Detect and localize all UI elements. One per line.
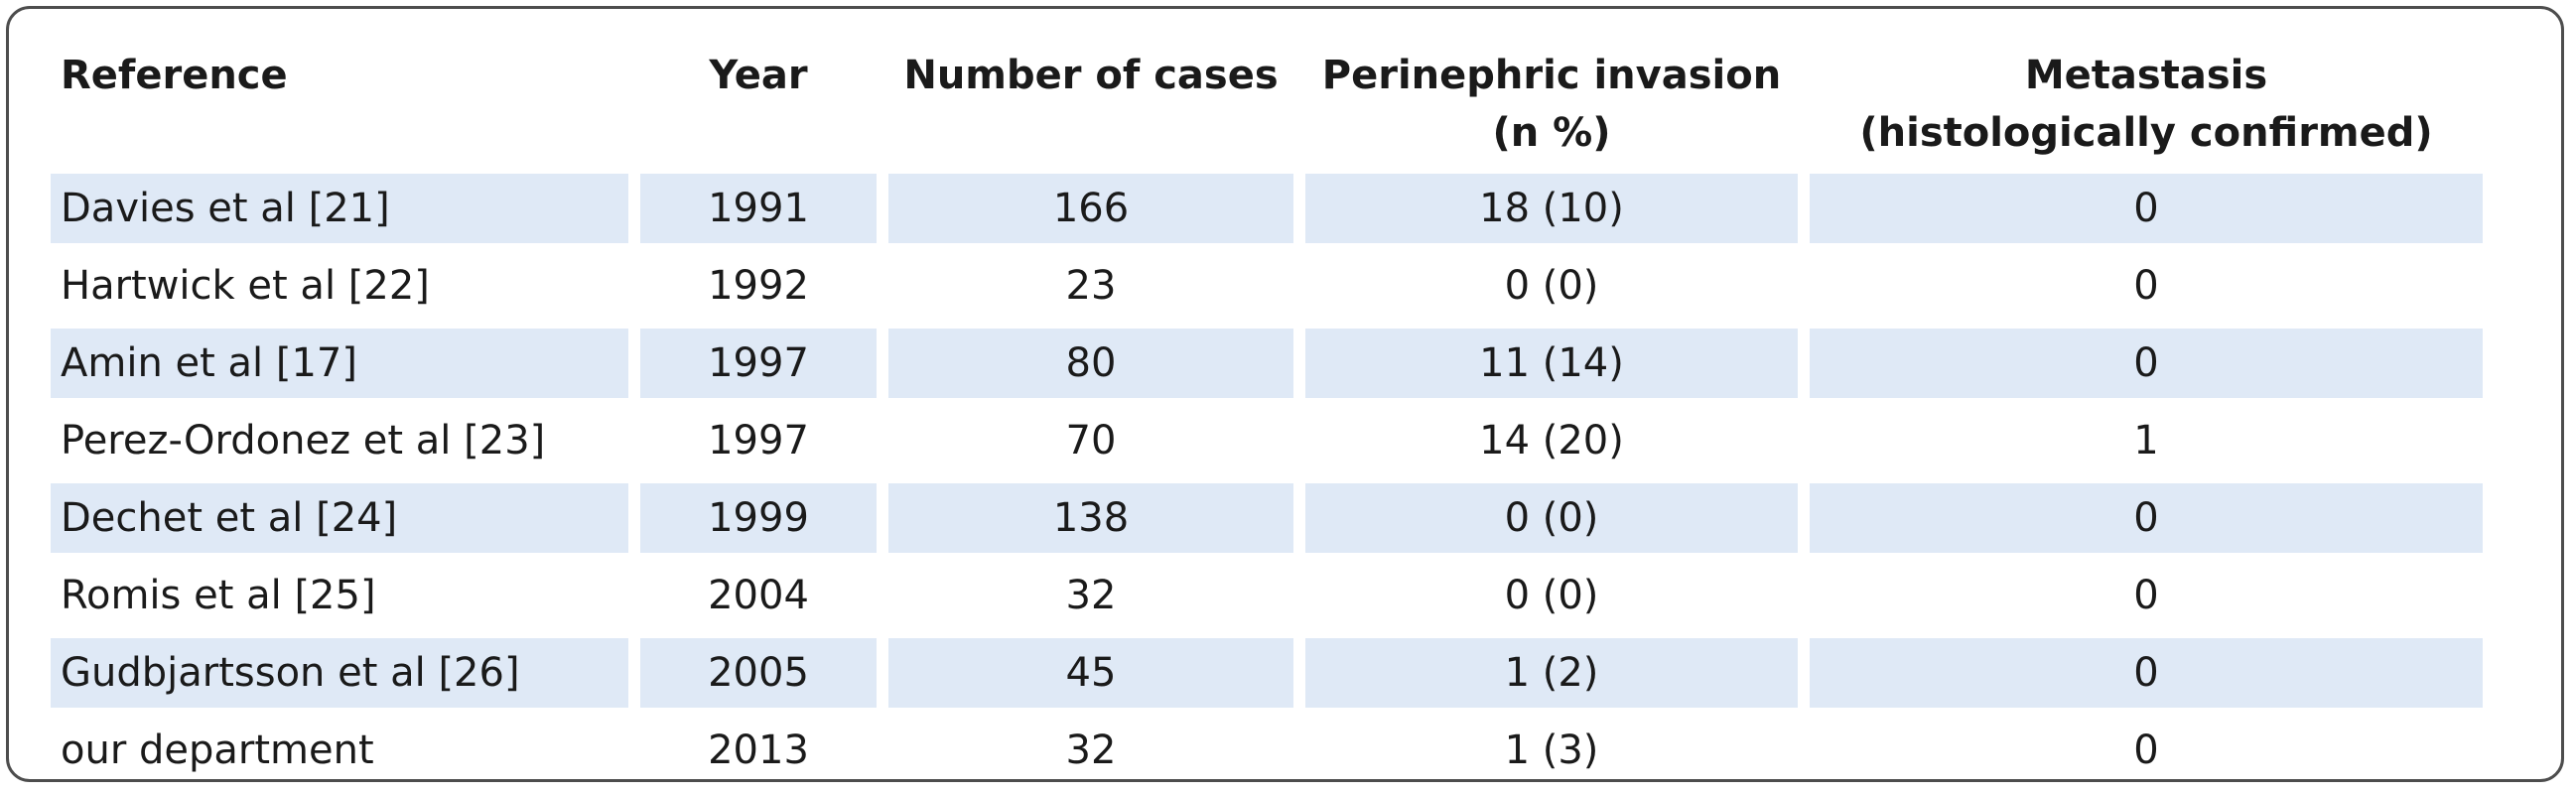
table-frame: Reference Year Number of cases Perinephr… (6, 6, 2564, 782)
header-reference: Reference (61, 53, 288, 98)
table-row: Amin et al [17] 1997 80 11 (14) 0 (51, 329, 2483, 398)
cell-metastasis: 0 (2133, 263, 2159, 309)
table-row: Gudbjartsson et al [26] 2005 45 1 (2) 0 (51, 638, 2483, 708)
cell-perinephric-invasion: 18 (10) (1305, 174, 1798, 243)
header-metastasis-line1: Metastasis (2024, 53, 2268, 98)
cell-metastasis: 0 (1810, 483, 2483, 553)
cell-reference: Davies et al [21] (51, 174, 628, 243)
cell-perinephric-invasion: 0 (0) (1504, 263, 1599, 309)
header-perinephric-invasion-line1: Perinephric invasion (1321, 53, 1782, 98)
header-row: Reference Year Number of cases Perinephr… (51, 35, 2483, 166)
header-perinephric-invasion-line2: (n %) (1492, 110, 1611, 156)
cell-year: 2004 (708, 573, 809, 618)
cell-number-of-cases: 23 (1065, 263, 1117, 309)
table-header: Reference Year Number of cases Perinephr… (51, 35, 2483, 166)
header-year: Year (709, 53, 808, 98)
cell-metastasis: 1 (2133, 418, 2159, 463)
cell-reference: Hartwick et al [22] (61, 263, 430, 309)
cell-year: 1999 (640, 483, 877, 553)
cell-year: 1992 (708, 263, 809, 309)
table-body: Davies et al [21] 1991 166 18 (10) 0 Har… (51, 174, 2483, 785)
cell-metastasis: 0 (1810, 329, 2483, 398)
cell-reference: Perez-Ordonez et al [23] (61, 418, 546, 463)
cell-perinephric-invasion: 1 (3) (1504, 728, 1599, 773)
cell-reference: our department (61, 728, 374, 773)
header-metastasis: Metastasis (histologically confirmed) (1810, 35, 2483, 166)
cell-number-of-cases: 32 (1065, 728, 1117, 773)
table-row: Perez-Ordonez et al [23] 1997 70 14 (20)… (51, 406, 2483, 475)
table-row: Romis et al [25] 2004 32 0 (0) 0 (51, 561, 2483, 630)
table-row: Hartwick et al [22] 1992 23 0 (0) 0 (51, 251, 2483, 321)
header-perinephric-invasion: Perinephric invasion (n %) (1305, 35, 1798, 166)
cell-number-of-cases: 70 (1065, 418, 1117, 463)
cell-reference: Amin et al [17] (51, 329, 628, 398)
cell-year: 1991 (640, 174, 877, 243)
table-row: our department 2013 32 1 (3) 0 (51, 716, 2483, 785)
header-metastasis-line2: (histologically confirmed) (1859, 110, 2433, 156)
cell-number-of-cases: 166 (888, 174, 1293, 243)
cell-year: 2005 (640, 638, 877, 708)
cell-perinephric-invasion: 0 (0) (1504, 573, 1599, 618)
cell-number-of-cases: 45 (888, 638, 1293, 708)
cell-year: 1997 (640, 329, 877, 398)
cell-reference: Dechet et al [24] (51, 483, 628, 553)
cell-metastasis: 0 (2133, 728, 2159, 773)
cell-number-of-cases: 32 (1065, 573, 1117, 618)
cell-metastasis: 0 (2133, 573, 2159, 618)
cell-reference: Gudbjartsson et al [26] (51, 638, 628, 708)
cell-year: 1997 (708, 418, 809, 463)
cell-reference: Romis et al [25] (61, 573, 376, 618)
cell-year: 2013 (708, 728, 809, 773)
cell-number-of-cases: 80 (888, 329, 1293, 398)
cell-metastasis: 0 (1810, 638, 2483, 708)
cell-number-of-cases: 138 (888, 483, 1293, 553)
cell-perinephric-invasion: 0 (0) (1305, 483, 1798, 553)
cell-perinephric-invasion: 14 (20) (1479, 418, 1624, 463)
cell-metastasis: 0 (1810, 174, 2483, 243)
cell-perinephric-invasion: 1 (2) (1305, 638, 1798, 708)
cases-table: Reference Year Number of cases Perinephr… (39, 27, 2495, 793)
header-number-of-cases: Number of cases (903, 53, 1279, 98)
table-row: Dechet et al [24] 1999 138 0 (0) 0 (51, 483, 2483, 553)
cell-perinephric-invasion: 11 (14) (1305, 329, 1798, 398)
table-row: Davies et al [21] 1991 166 18 (10) 0 (51, 174, 2483, 243)
